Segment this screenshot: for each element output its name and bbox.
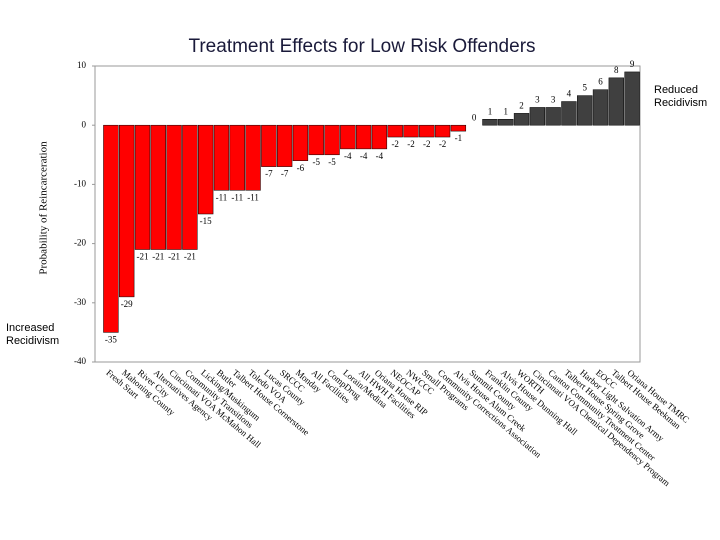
bar xyxy=(182,124,198,250)
bar xyxy=(624,71,640,126)
value-label: 2 xyxy=(519,100,524,110)
bar xyxy=(276,124,293,167)
value-label: -21 xyxy=(184,252,196,262)
value-label: -29 xyxy=(121,299,133,309)
value-label: -21 xyxy=(168,252,180,262)
bar xyxy=(197,124,214,215)
bar xyxy=(150,124,166,250)
bar xyxy=(403,124,419,138)
y-tick-label: 0 xyxy=(82,119,87,129)
value-label: -11 xyxy=(231,192,243,202)
value-label: -5 xyxy=(328,157,336,167)
value-label: 4 xyxy=(567,89,572,99)
bar xyxy=(561,101,577,126)
bar xyxy=(450,124,467,132)
bar xyxy=(592,89,609,126)
value-label: -4 xyxy=(344,151,352,161)
bar xyxy=(482,119,498,126)
bar xyxy=(498,119,514,126)
bar xyxy=(387,124,403,138)
bar xyxy=(166,124,182,250)
bar xyxy=(608,77,624,126)
value-label: -35 xyxy=(105,334,117,344)
bar xyxy=(545,107,561,126)
bar xyxy=(103,124,119,333)
bar xyxy=(229,124,245,191)
value-label: 0 xyxy=(472,112,477,122)
bar xyxy=(292,124,309,161)
annotation: Reduced Recidivism xyxy=(654,84,708,109)
value-label: -2 xyxy=(423,139,431,149)
value-label: -21 xyxy=(136,252,148,262)
value-label: -4 xyxy=(360,151,368,161)
bar xyxy=(324,124,340,156)
y-tick-label: -30 xyxy=(74,297,86,307)
value-label: -7 xyxy=(281,169,289,179)
value-label: 3 xyxy=(551,95,556,105)
value-label: -21 xyxy=(152,252,164,262)
value-label: -2 xyxy=(407,139,415,149)
annotation: Increased Recidivism xyxy=(6,322,60,347)
y-tick-label: -40 xyxy=(74,356,86,366)
value-label: -2 xyxy=(439,139,447,149)
value-label: 1 xyxy=(504,106,509,116)
value-label: 8 xyxy=(614,65,619,75)
bar xyxy=(419,124,435,138)
value-label: 1 xyxy=(488,106,493,116)
value-label: -4 xyxy=(376,151,384,161)
bar xyxy=(213,124,230,191)
plot-frame xyxy=(94,65,641,363)
bar xyxy=(355,124,372,150)
bar xyxy=(245,124,261,191)
bar xyxy=(529,107,546,126)
y-tick-label: 10 xyxy=(77,60,87,70)
value-label: 3 xyxy=(535,95,540,105)
bar xyxy=(308,124,324,156)
y-tick-label: -10 xyxy=(74,178,86,188)
value-label: -7 xyxy=(265,169,273,179)
value-label: 5 xyxy=(582,83,587,93)
bar xyxy=(261,124,277,167)
value-label: -5 xyxy=(312,157,320,167)
value-label: 9 xyxy=(630,59,635,69)
value-label: -1 xyxy=(455,133,463,143)
bar xyxy=(119,124,135,298)
bar xyxy=(513,113,530,126)
y-axis-label: Probability of Reincarceration xyxy=(38,141,50,275)
value-label: -11 xyxy=(247,192,259,202)
y-tick-label: -20 xyxy=(74,238,86,248)
value-label: -11 xyxy=(216,192,228,202)
value-label: -15 xyxy=(200,216,212,226)
bar xyxy=(577,95,593,126)
bar xyxy=(434,124,451,138)
chart-title: Treatment Effects for Low Risk Offenders xyxy=(188,36,535,57)
value-label: 6 xyxy=(598,77,603,87)
bar xyxy=(134,124,151,250)
value-label: -6 xyxy=(297,163,305,173)
bar xyxy=(371,124,388,150)
value-label: -2 xyxy=(391,139,399,149)
bar xyxy=(340,124,356,150)
